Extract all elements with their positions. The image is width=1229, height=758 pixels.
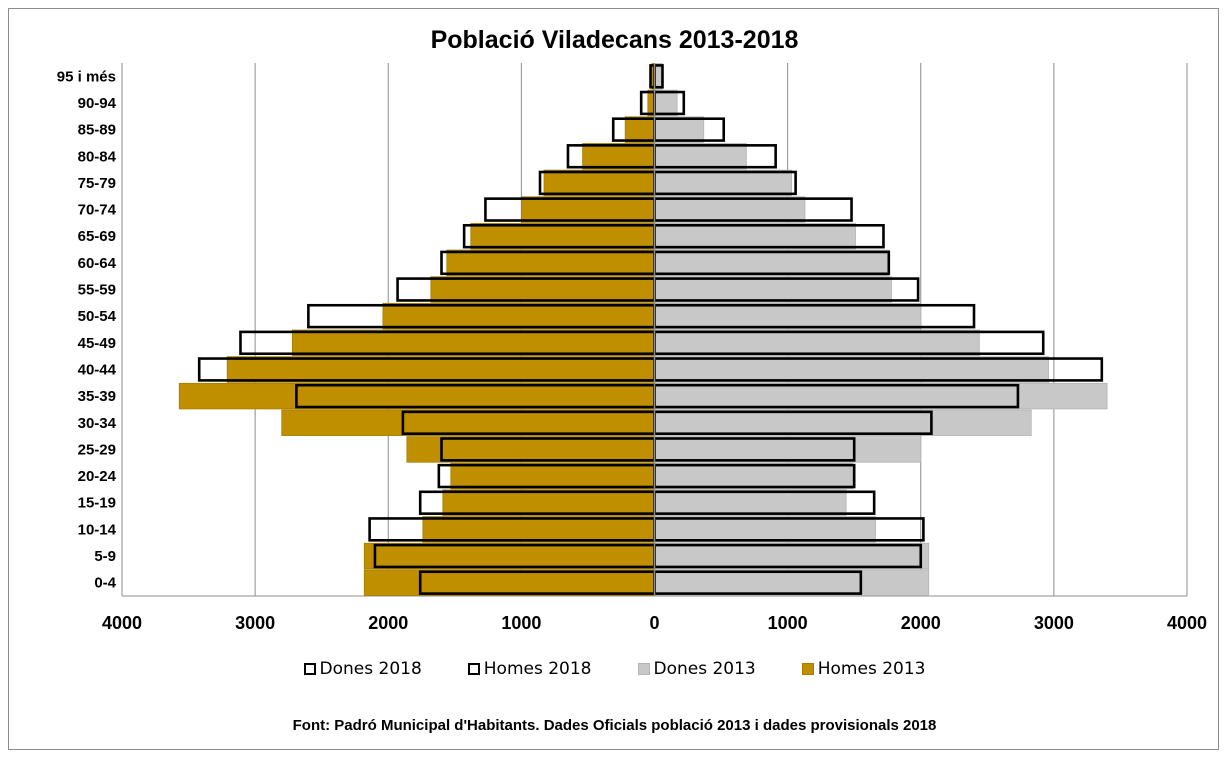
bars-2018 (197, 64, 1104, 595)
age-group-label: 50-54 (78, 308, 117, 325)
bar-dones-2013 (654, 143, 747, 170)
bar-dones-2013 (654, 409, 1032, 436)
age-group-label: 90-94 (78, 95, 117, 112)
bar-dones-2013 (654, 276, 892, 303)
x-tick-label: 0 (649, 613, 659, 633)
bar-homes-2013 (430, 276, 655, 303)
x-tick-label: 4000 (1167, 613, 1207, 633)
legend-swatch (467, 663, 480, 675)
bar-dones-2013 (654, 249, 890, 277)
bar-homes-2013 (450, 462, 655, 490)
bar-dones-2013 (654, 169, 793, 197)
age-group-label: 95 i més (57, 68, 116, 85)
bar-homes-2013 (470, 223, 655, 250)
legend: Dones 2018 Homes 2018 Dones 2013 Homes 2… (0, 659, 1229, 679)
bar-homes-2013 (582, 143, 655, 170)
bar-dones-2013 (654, 516, 876, 543)
age-group-labels: 0-4 5-9 10-14 15-19 20-24 25-29 30-34 35-39 40-4… (57, 68, 117, 591)
bar-homes-2013 (543, 169, 655, 197)
legend-item-homes-2013: Homes 2013 (801, 659, 926, 679)
x-tick-label: 2000 (901, 613, 941, 633)
bar-dones-2013 (654, 542, 930, 570)
age-group-label: 30-34 (78, 415, 117, 432)
x-tick-label: 1000 (501, 613, 541, 633)
age-group-label: 25-29 (78, 441, 116, 458)
bar-dones-2013 (654, 569, 930, 596)
bar-dones-2013 (654, 436, 922, 463)
legend-label: Homes 2013 (817, 659, 926, 679)
chart-title: Població Viladecans 2013-2018 (430, 26, 799, 54)
bar-dones-2013 (654, 116, 705, 143)
bar-dones-2013 (654, 489, 847, 516)
bar-dones-2013 (654, 196, 806, 223)
source-note: Font: Padró Municipal d'Habitants. Dades… (292, 717, 937, 734)
age-group-label: 70-74 (78, 202, 117, 219)
legend-label: Dones 2018 (319, 659, 422, 679)
x-tick-label: 1000 (768, 613, 808, 633)
bar-homes-2013 (363, 542, 655, 570)
bar-dones-2013 (654, 89, 678, 117)
age-group-label: 60-64 (78, 255, 117, 272)
bar-homes-2013 (281, 409, 655, 436)
legend-swatch (637, 663, 650, 675)
age-group-label: 75-79 (78, 175, 116, 192)
x-tick-label: 2000 (368, 613, 408, 633)
legend-item-dones-2018: Dones 2018 (303, 659, 422, 679)
age-group-label: 5-9 (94, 548, 116, 565)
bar-homes-2013 (422, 516, 655, 543)
x-tick-label: 3000 (235, 613, 275, 633)
age-group-label: 80-84 (78, 148, 117, 165)
legend-label: Dones 2013 (653, 659, 756, 679)
bar-homes-2013 (178, 382, 655, 410)
bar-homes-2013 (363, 569, 655, 596)
bar-homes-2013 (520, 196, 655, 223)
bar-dones-2013 (654, 462, 854, 490)
population-pyramid-plot: 0-4 5-9 10-14 15-19 20-24 25-29 30-34 35-39 40-4… (57, 63, 1207, 633)
age-group-label: 0-4 (94, 575, 116, 592)
bar-homes-2013 (442, 489, 655, 516)
legend-item-dones-2013: Dones 2013 (637, 659, 756, 679)
age-group-label: 45-49 (78, 335, 116, 352)
x-tick-labels: 4000 3000 2000 1000 0 1000 2000 3000 4000 (102, 613, 1207, 633)
bar-homes-2013 (226, 356, 655, 383)
legend-swatch (303, 663, 316, 675)
x-tick-label: 3000 (1034, 613, 1074, 633)
x-tick-label: 4000 (102, 613, 142, 633)
bar-homes-2013 (624, 116, 655, 143)
bar-homes-2013 (406, 436, 655, 463)
bar-dones-2013 (654, 302, 922, 330)
age-group-label: 85-89 (78, 122, 116, 139)
bar-dones-2013 (654, 356, 1049, 383)
bars-2013 (178, 63, 1108, 596)
age-group-label: 40-44 (78, 361, 117, 378)
legend-swatch (801, 663, 814, 675)
age-group-label: 20-24 (78, 468, 117, 485)
age-group-label: 15-19 (78, 495, 116, 512)
bar-homes-2013 (291, 329, 655, 357)
legend-item-homes-2018: Homes 2018 (467, 659, 592, 679)
legend-label: Homes 2018 (483, 659, 592, 679)
age-group-label: 35-39 (78, 388, 116, 405)
bar-homes-2013 (446, 249, 655, 277)
bar-homes-2013 (382, 302, 655, 330)
bar-dones-2013 (654, 382, 1108, 410)
age-group-label: 65-69 (78, 228, 116, 245)
age-group-label: 55-59 (78, 282, 116, 299)
bar-dones-2013 (654, 223, 856, 250)
age-group-label: 10-14 (78, 521, 117, 538)
bar-dones-2013 (654, 329, 980, 357)
